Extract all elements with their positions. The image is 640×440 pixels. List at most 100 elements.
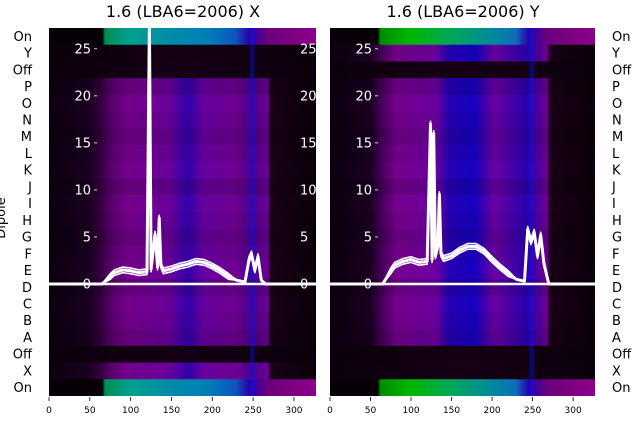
heatmap-row-4 [49, 94, 316, 113]
heatmap-row-shade-5 [49, 111, 316, 129]
overlay-y-tick-label: 10 [355, 183, 372, 198]
row-label: On [14, 30, 32, 45]
x-tick-label: 50 [84, 406, 96, 416]
row-label: Off [13, 63, 33, 78]
heatmap-cells [330, 28, 595, 396]
overlay-lines [49, 28, 316, 286]
overlay-series-line [330, 120, 595, 285]
x-tick-label: 300 [565, 406, 582, 416]
x-tick-label: 100 [402, 406, 419, 416]
heatmap-row-2 [330, 61, 595, 79]
heatmap-row-20 [330, 362, 595, 380]
heatmap-row-9 [330, 178, 595, 196]
row-label: M [612, 130, 623, 145]
row-label: D [22, 281, 32, 296]
heatmap-row-9 [49, 178, 316, 196]
heatmap-row-shade-1 [49, 44, 316, 62]
overlay-y-tick-label: 5 [364, 230, 372, 245]
heatmap-row-11 [49, 212, 316, 230]
heatmap-row-18 [330, 329, 595, 347]
x-tick-label: 300 [285, 406, 302, 416]
row-label: N [612, 114, 622, 129]
overlay-y-tick-label: 15 [355, 136, 372, 151]
x-tick-label: 150 [163, 406, 180, 416]
x-tick-label: 0 [327, 406, 333, 416]
heatmap-row-21 [49, 379, 316, 396]
heatmap-row-18 [49, 329, 316, 347]
overlay-lines [330, 120, 595, 286]
overlay-y-tick-label: 15 [74, 136, 91, 151]
heatmap-row-17 [49, 312, 316, 330]
y-axis-label: Dipole [0, 197, 9, 238]
heatmap-row-8 [49, 161, 316, 180]
row-label: O [612, 97, 622, 112]
row-label: On [14, 381, 32, 396]
overlay-y-tick-label: 25 [74, 42, 91, 57]
heatmap-row-10 [49, 195, 316, 213]
heatmap-row-shade-18 [49, 329, 316, 346]
heatmap-row-16 [49, 295, 316, 313]
row-label: Off [612, 63, 632, 78]
row-label: D [612, 281, 622, 296]
row-label: L [612, 147, 620, 162]
x-tick-label: 250 [524, 406, 541, 416]
heatmap-row-7 [330, 145, 595, 163]
overlay-y-tick-label-right: 10 [300, 183, 317, 198]
overlay-series-line [49, 28, 316, 285]
row-label: K [612, 164, 621, 179]
x-tick-label: 0 [46, 406, 52, 416]
heatmap-row-shade-13 [330, 245, 595, 263]
chart-title: 1.6 (LBA6=2006) X [106, 2, 260, 21]
row-label: C [23, 298, 32, 313]
heatmap-row-10 [330, 195, 595, 213]
heatmap-row-shade-19 [49, 345, 316, 363]
row-label: On [612, 381, 630, 396]
row-label: P [24, 80, 32, 95]
row-label: G [612, 231, 622, 246]
heatmap-row-shade-9 [49, 178, 316, 196]
row-label: N [22, 114, 32, 129]
heatmap-row-shade-7 [49, 145, 316, 162]
row-label: A [23, 331, 32, 346]
x-tick-label: 250 [245, 406, 262, 416]
overlay-y-tick-label-right: 25 [300, 42, 317, 57]
heatmap-row-21 [330, 379, 595, 396]
overlay-y-tick-label-right: 15 [300, 136, 317, 151]
heatmap-row-13 [330, 245, 595, 263]
heatmap-row-shade-0 [330, 28, 595, 45]
heatmap-row-shade-11 [49, 212, 316, 229]
row-label: I [612, 197, 616, 212]
row-label: C [612, 298, 621, 313]
heatmap-row-16 [330, 295, 595, 313]
heatmap-row-shade-21 [49, 379, 316, 396]
row-label: A [612, 331, 621, 346]
row-label: L [25, 147, 33, 162]
row-label: F [25, 247, 32, 262]
row-label: On [612, 30, 630, 45]
row-label: J [611, 180, 616, 195]
heatmap-row-shade-3 [49, 78, 316, 95]
row-label: Y [611, 47, 620, 62]
heatmap-cells [49, 28, 316, 396]
heatmap-row-11 [330, 212, 595, 230]
row-label: Off [612, 348, 632, 363]
row-label: H [612, 214, 622, 229]
row-label: X [23, 364, 32, 379]
heatmap-row-shade-3 [330, 78, 595, 95]
heatmap-panel-x: 1.6 (LBA6=2006) XOnYOffPONMLKJIHGFEDCBAO… [13, 2, 317, 416]
overlay-y-tick-label-right: 20 [300, 89, 317, 104]
overlay-y-tick-label-right: 5 [300, 230, 308, 245]
heatmap-row-shade-6 [49, 128, 316, 146]
heatmap-row-6 [330, 128, 595, 146]
heatmap-row-17 [330, 312, 595, 330]
heatmap-row-shade-11 [330, 212, 595, 229]
heatmap-row-shade-7 [330, 145, 595, 162]
heatmap-row-6 [49, 128, 316, 146]
row-label: J [27, 180, 32, 195]
heatmap-row-2 [49, 61, 316, 79]
x-tick-label: 200 [204, 406, 221, 416]
heatmap-row-1 [49, 44, 316, 63]
row-label: X [612, 364, 621, 379]
x-tick-label: 50 [365, 406, 377, 416]
heatmap-row-shade-0 [49, 28, 316, 45]
